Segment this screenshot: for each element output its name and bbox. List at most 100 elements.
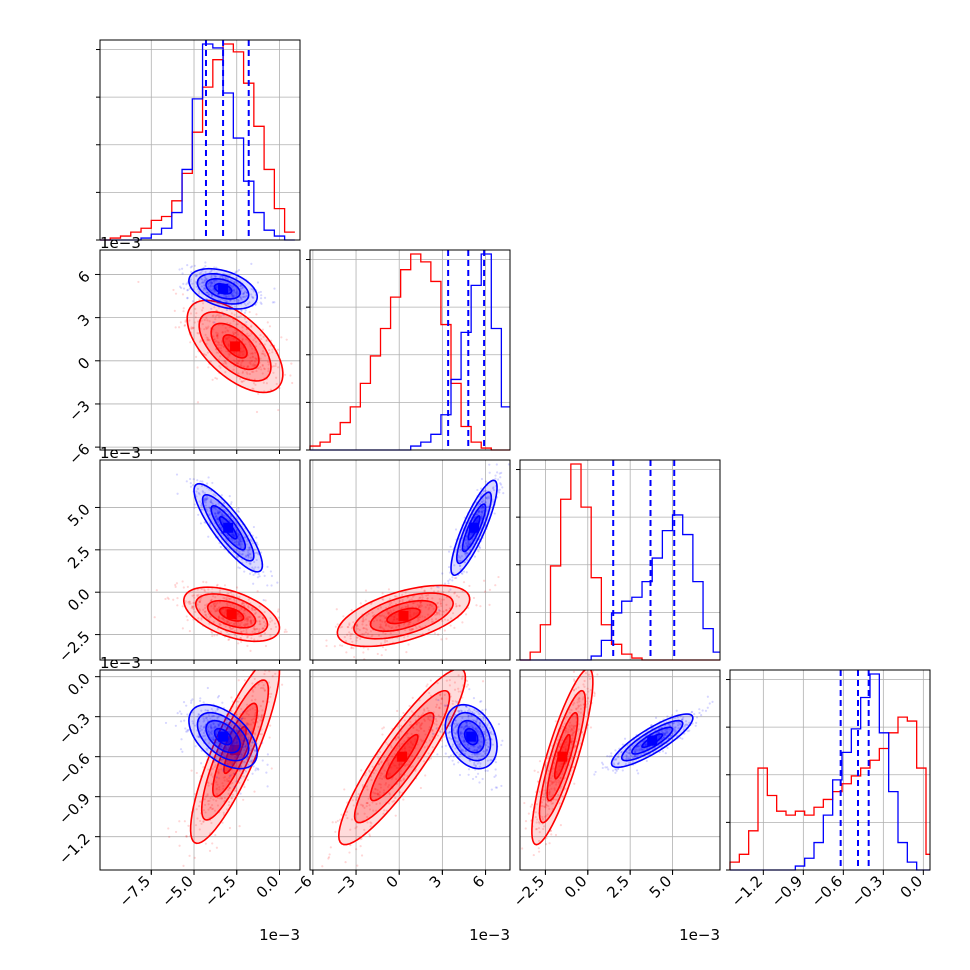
sample-point [482,716,485,719]
sample-point [416,619,419,622]
sample-point [234,789,238,793]
sample-point [448,730,452,733]
sample-point [260,716,263,719]
sample-point [202,580,205,584]
sample-point [215,266,218,269]
sample-point [471,726,474,729]
density-peak-red [226,609,237,620]
sample-point [213,608,216,611]
sample-point [261,350,265,353]
sample-point [486,748,489,751]
sample-point [442,735,445,738]
hist-panel-p1 [306,249,511,451]
sample-point [394,738,397,741]
sample-point [269,388,272,391]
hist-blue-p0 [100,43,295,241]
sample-point [227,792,230,795]
sample-point [474,764,477,767]
sample-point [222,787,225,790]
sample-point [482,730,485,734]
sample-point [473,761,476,765]
sample-point [204,353,208,357]
sample-point [190,699,193,702]
sample-point [253,631,257,634]
sample-point [378,777,381,780]
sample-point [457,555,461,558]
sample-point [186,730,189,733]
sample-point [460,677,464,680]
sample-point [465,534,468,537]
sample-point [493,512,496,515]
sample-point [213,282,216,285]
sample-point [229,284,232,287]
sample-point [235,291,238,294]
sample-point [393,615,396,618]
sample-point [479,725,482,728]
sample-point [189,341,192,344]
sample-point [215,584,219,587]
sample-point [472,697,476,700]
sample-point [378,794,381,797]
sample-point [209,280,213,284]
sample-point [478,721,481,724]
sample-point [210,276,213,279]
sample-point [398,624,401,627]
sample-point [432,620,435,623]
sample-point [250,539,253,543]
sample-point [191,720,194,723]
contour-red [385,733,419,780]
sample-point [239,750,242,753]
sample-point [470,532,473,536]
sample-point [251,352,254,355]
sample-point [461,725,464,729]
sample-point [213,725,217,728]
sample-point [243,745,247,748]
sample-point [222,501,225,504]
sample-point [208,799,211,802]
sample-point [463,739,466,742]
sample-point [225,755,228,758]
sample-point [240,350,243,353]
sample-point [257,630,261,633]
sample-point [231,748,234,751]
sample-point [241,371,244,375]
sample-point [204,333,207,337]
sample-point [376,792,379,795]
sample-point [196,487,200,490]
sample-point [440,604,443,608]
sample-point [253,364,256,367]
sample-point [183,820,186,823]
sample-point [572,689,576,692]
sample-point [228,774,232,777]
sample-point [246,756,249,759]
sample-point [263,574,266,578]
sample-point [229,591,233,594]
sample-point [521,847,524,850]
sample-point [217,751,220,754]
sample-point [268,649,270,651]
sample-point [487,745,490,748]
sample-point [367,797,370,800]
sample-point [458,742,461,746]
sample-point [356,627,359,630]
sample-point [235,738,238,741]
sample-point [464,725,467,728]
sample-point [254,698,257,701]
sample-point [214,764,217,767]
sample-point [300,397,302,399]
sample-point [477,510,480,513]
sample-point [490,758,493,762]
sample-point [215,781,218,784]
sample-point [217,694,221,698]
sample-point [227,619,230,622]
sample-point [228,299,232,302]
sample-point [427,628,430,631]
sample-point [249,619,253,622]
sample-point [391,626,394,629]
sample-point [200,504,204,508]
sample-point [419,601,422,604]
sample-point [199,819,202,823]
sample-point [457,710,461,713]
sample-point [417,715,420,718]
sample-point [241,330,244,333]
